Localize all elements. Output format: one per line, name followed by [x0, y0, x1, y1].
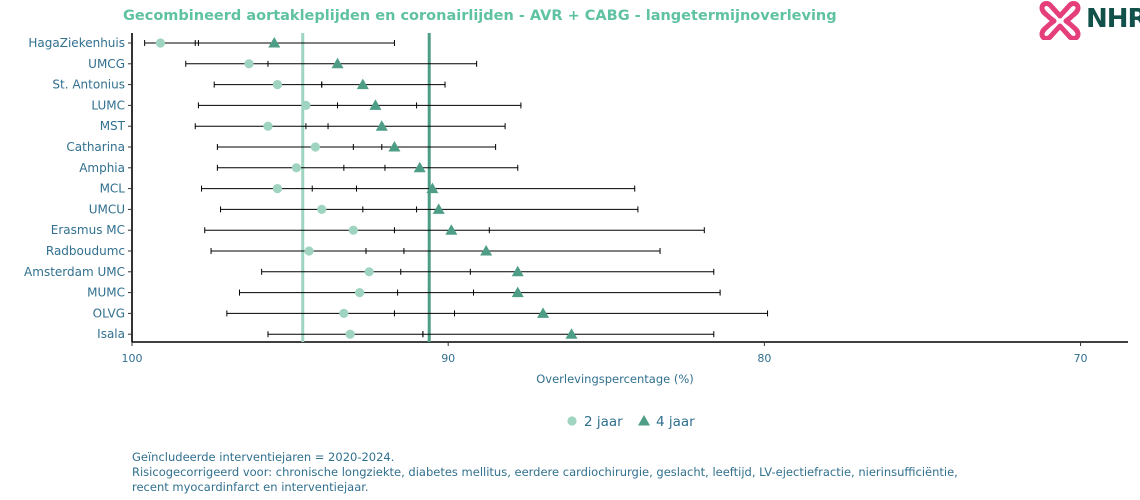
y-tick-label: Amsterdam UMC: [24, 265, 125, 279]
point-2-jaar: [317, 204, 327, 214]
legend-marker-triangle: [638, 415, 650, 426]
x-axis-label: Overlevingspercentage (%): [536, 372, 694, 386]
point-4-jaar: [331, 57, 344, 69]
point-4-jaar: [432, 203, 445, 214]
point-4-jaar: [369, 99, 382, 110]
point-2-jaar: [263, 121, 273, 131]
y-tick-label: Radboudumc: [46, 244, 125, 258]
footnote-line-1: Geïncludeerde interventiejaren = 2020-20…: [132, 450, 395, 464]
point-4-jaar: [356, 78, 369, 90]
chart-area: HagaZiekenhuis UMCG St. Antonius LUMC MST Cat…: [24, 33, 1128, 430]
legend-label: 2 jaar: [584, 414, 623, 430]
point-4-jaar: [268, 37, 281, 48]
point-4-jaar: [445, 224, 458, 235]
point-2-jaar: [345, 329, 355, 339]
point-2-jaar: [272, 80, 283, 90]
y-tick-label: UMCG: [88, 57, 125, 71]
y-tick-label: LUMC: [91, 98, 125, 112]
y-tick-label: Amphia: [79, 161, 125, 175]
chart-title: Gecombineerd aortakleplijden en coronair…: [123, 8, 837, 24]
legend-marker-circle: [567, 416, 577, 426]
point-4-jaar: [426, 182, 439, 194]
point-4-jaar: [511, 286, 524, 298]
y-tick-label: UMCU: [89, 202, 125, 216]
x-tick-label: 100: [122, 352, 143, 365]
point-2-jaar: [364, 267, 374, 277]
point-2-jaar: [291, 163, 302, 173]
y-tick-label: Isala: [97, 327, 125, 341]
y-tick-label: Catharina: [66, 140, 125, 154]
point-2-jaar: [339, 308, 349, 318]
footnote: Geïncludeerde interventiejaren = 2020-20…: [132, 450, 958, 495]
footnote-line-2: Risicogecorrigeerd voor: chronische long…: [132, 465, 958, 479]
point-4-jaar: [565, 328, 578, 339]
y-tick-label: MST: [100, 119, 126, 133]
point-4-jaar: [480, 245, 493, 256]
y-tick-label: MUMC: [87, 286, 125, 300]
y-tick-label: HagaZiekenhuis: [28, 36, 125, 50]
point-2-jaar: [304, 246, 314, 256]
point-2-jaar: [348, 225, 358, 235]
x-tick-label: 80: [757, 352, 771, 365]
point-2-jaar: [355, 288, 365, 298]
x-tick-label: 70: [1074, 352, 1088, 365]
point-2-jaar: [244, 59, 254, 69]
nhr-logo-text: NHR: [1086, 4, 1140, 34]
point-4-jaar: [537, 307, 550, 318]
nhr-logo-icon: [1039, 1, 1081, 41]
y-tick-label: OLVG: [93, 306, 125, 320]
point-4-jaar: [388, 141, 401, 152]
point-2-jaar: [155, 38, 166, 48]
point-4-jaar: [375, 120, 388, 131]
point-2-jaar: [310, 142, 320, 152]
nhr-logo: NHR: [1036, 0, 1140, 41]
point-2-jaar: [301, 100, 311, 110]
y-tick-label: MCL: [100, 182, 126, 196]
legend: 2 jaar 4 jaar: [567, 414, 695, 430]
point-4-jaar: [413, 161, 426, 173]
y-tick-label: St. Antonius: [52, 78, 125, 92]
point-4-jaar: [511, 265, 524, 277]
footnote-line-3: recent myocardinfarct en interventiejaar…: [132, 480, 369, 494]
point-2-jaar: [272, 184, 283, 194]
x-tick-label: 90: [441, 352, 455, 365]
y-tick-label: Erasmus MC: [51, 223, 125, 237]
legend-label: 4 jaar: [656, 414, 695, 430]
